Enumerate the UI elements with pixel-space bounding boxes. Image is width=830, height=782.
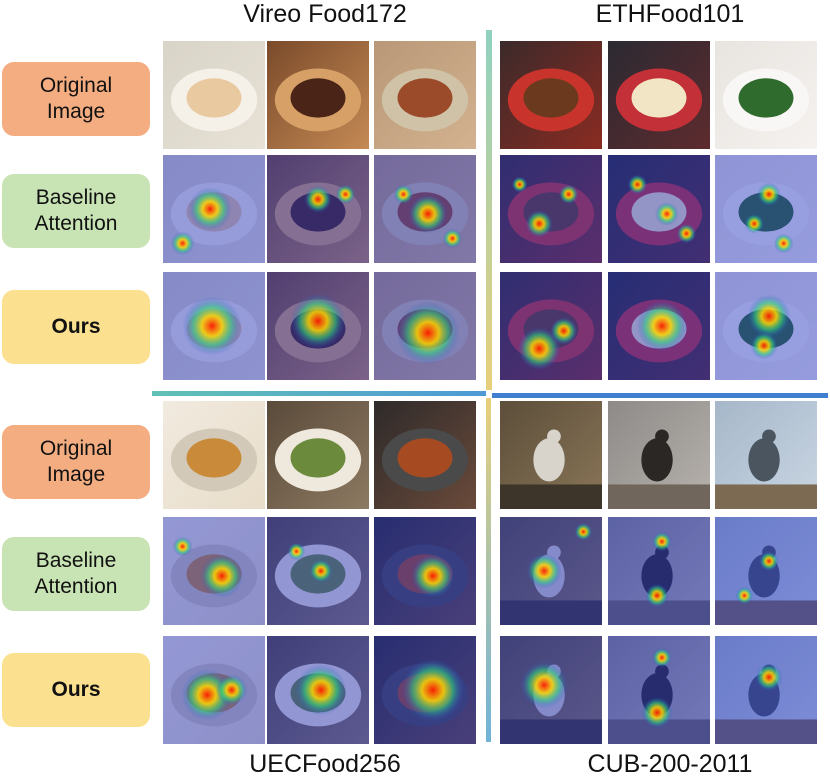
uecfood-ours-image-1 xyxy=(162,635,266,745)
ethfood-ours-image-3 xyxy=(714,271,818,381)
label-ours-top: Ours xyxy=(2,290,150,364)
cub-ours-image-3 xyxy=(714,635,818,745)
label-baseline-attention-bottom: Baseline Attention xyxy=(2,537,150,611)
vireo-original-image-1 xyxy=(162,40,266,150)
ethfood-baseline-image-2 xyxy=(607,154,711,264)
label-original-line1: Original xyxy=(39,74,113,97)
vireo-ours-image-1 xyxy=(162,271,266,381)
horizontal-divider-right xyxy=(492,393,828,398)
label-original-line1: Original xyxy=(39,437,113,460)
vertical-divider-bottom xyxy=(486,398,491,742)
title-uecfood256: UECFood256 xyxy=(249,750,401,778)
cub-baseline-image-2 xyxy=(607,516,711,626)
cub-ours-image-2 xyxy=(607,635,711,745)
uecfood-ours-image-2 xyxy=(266,635,370,745)
vireo-original-image-3 xyxy=(373,40,477,150)
vireo-ours-image-2 xyxy=(266,271,370,381)
cub-original-image-1 xyxy=(499,400,603,510)
cub-baseline-image-3 xyxy=(714,516,818,626)
label-baseline-attention-top: Baseline Attention xyxy=(2,174,150,248)
label-original-image-bottom: Original Image xyxy=(2,425,150,499)
ethfood-original-image-2 xyxy=(607,40,711,150)
label-ours-bottom: Ours xyxy=(2,653,150,727)
cub-ours-image-1 xyxy=(499,635,603,745)
ethfood-original-image-3 xyxy=(714,40,818,150)
cub-baseline-image-1 xyxy=(499,516,603,626)
label-baseline-line1: Baseline xyxy=(35,186,117,209)
label-original-line2: Image xyxy=(46,463,106,486)
vireo-baseline-image-3 xyxy=(373,154,477,264)
uecfood-original-image-2 xyxy=(266,400,370,510)
ethfood-ours-image-2 xyxy=(607,271,711,381)
label-original-image-top: Original Image xyxy=(2,62,150,136)
uecfood-original-image-1 xyxy=(162,400,266,510)
label-baseline-line2: Attention xyxy=(34,212,118,235)
vireo-baseline-image-2 xyxy=(266,154,370,264)
uecfood-baseline-image-2 xyxy=(266,516,370,626)
uecfood-ours-image-3 xyxy=(373,635,477,745)
uecfood-baseline-image-1 xyxy=(162,516,266,626)
title-ethfood101: ETHFood101 xyxy=(595,0,745,28)
ethfood-original-image-1 xyxy=(499,40,603,150)
ethfood-baseline-image-3 xyxy=(714,154,818,264)
ethfood-ours-image-1 xyxy=(499,271,603,381)
cub-original-image-3 xyxy=(714,400,818,510)
vertical-divider-top xyxy=(486,30,492,390)
cub-original-image-2 xyxy=(607,400,711,510)
label-original-line2: Image xyxy=(46,100,106,123)
label-baseline-line2: Attention xyxy=(34,575,118,598)
uecfood-baseline-image-3 xyxy=(373,516,477,626)
title-cub-200-2011: CUB-200-2011 xyxy=(587,750,753,778)
label-baseline-line1: Baseline xyxy=(35,549,117,572)
vireo-original-image-2 xyxy=(266,40,370,150)
vireo-baseline-image-1 xyxy=(162,154,266,264)
uecfood-original-image-3 xyxy=(373,400,477,510)
ethfood-baseline-image-1 xyxy=(499,154,603,264)
title-vireo-food172: Vireo Food172 xyxy=(243,0,407,28)
vireo-ours-image-3 xyxy=(373,271,477,381)
horizontal-divider-left xyxy=(152,391,486,396)
